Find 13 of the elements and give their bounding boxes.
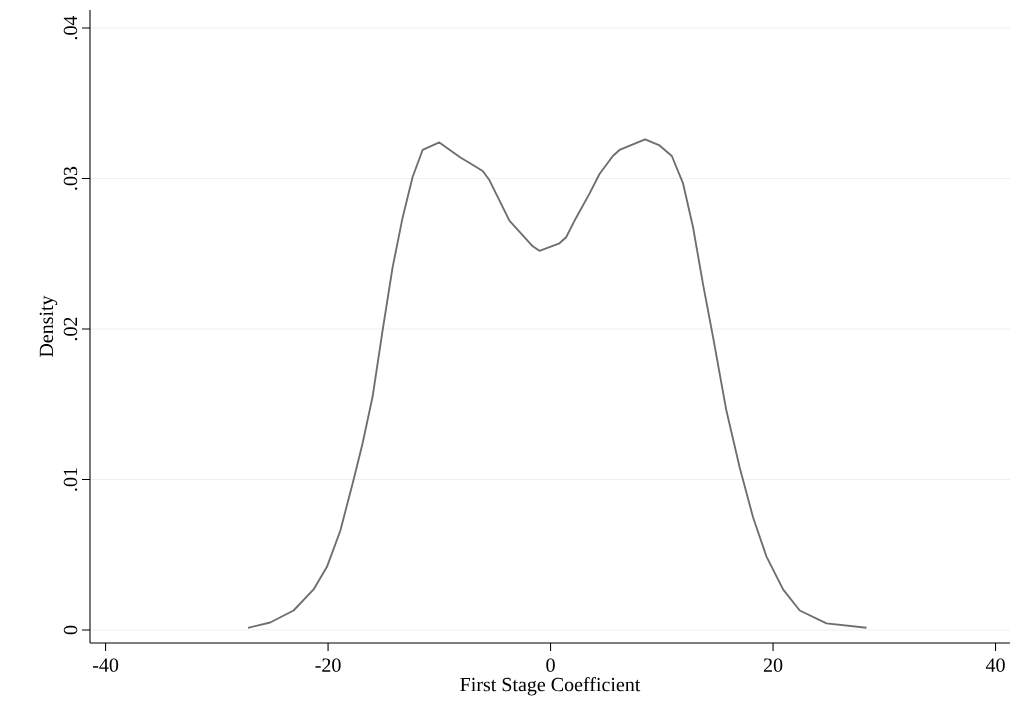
y-tick-label: .01	[63, 468, 78, 491]
y-axis-title: Density	[39, 295, 58, 358]
y-tick-label: .04	[63, 15, 78, 40]
x-tick-label: -20	[315, 658, 341, 672]
x-tick-label: 40	[985, 658, 1005, 672]
x-tick-label: -40	[92, 658, 119, 672]
x-tick-label: 0	[546, 658, 555, 672]
x-axis-title: First Stage Coefficient	[460, 677, 641, 696]
y-tick-label: 0	[63, 625, 78, 635]
y-tick-label: .03	[63, 166, 78, 190]
y-tick-label: .02	[63, 317, 78, 341]
x-tick-label: 20	[763, 658, 783, 672]
line-series	[247, 138, 868, 629]
